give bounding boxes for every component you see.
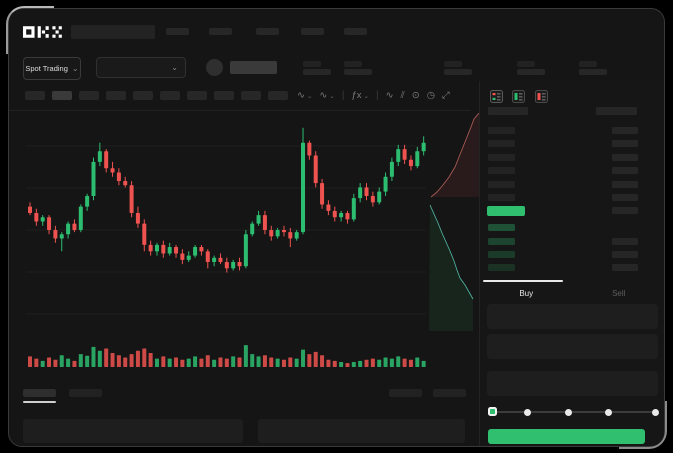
filter-placeholder[interactable] [433, 389, 466, 397]
camera-icon[interactable]: ⊙ [411, 90, 420, 101]
toolbar-divider [9, 110, 471, 111]
orderbook-ask-row[interactable] [488, 167, 515, 175]
market-mode-selector[interactable]: Spot Trading ⌄ [23, 57, 81, 80]
timeframe-button[interactable] [187, 91, 207, 100]
nav-item-placeholder[interactable] [209, 28, 232, 35]
compare-icon[interactable]: ∿ ⌄ [319, 90, 335, 101]
orderbook-ask-row[interactable] [488, 180, 515, 188]
buy-submit-button[interactable] [488, 429, 645, 444]
orderbook-ask-amount[interactable] [612, 180, 638, 188]
orderbook-bid-amount[interactable] [612, 238, 638, 245]
orders-list-placeholder [23, 419, 243, 443]
timeframe-button[interactable] [106, 91, 126, 100]
stat-value-placeholder [579, 69, 607, 75]
pair-name-placeholder [230, 61, 277, 74]
stat-label-placeholder [517, 61, 535, 67]
orderbook-asks-icon[interactable] [535, 90, 548, 103]
history-tab[interactable] [69, 389, 102, 397]
timeframe-button[interactable] [268, 91, 288, 100]
okx-logo[interactable] [23, 25, 65, 39]
orderbook-combined-icon[interactable] [490, 90, 503, 103]
chart-tools: ∿ ⌄ ∿ ⌄ | ƒx ⌄ | ∿ ⫽ ⊙ ◷ ⤢ [297, 89, 450, 102]
orderbook-ask-amount[interactable] [612, 153, 638, 161]
pair-coin-icon [206, 59, 223, 76]
timeframe-button[interactable] [79, 91, 99, 100]
active-tab-indicator [483, 280, 563, 282]
orderbook-bid-row[interactable] [488, 238, 515, 245]
nav-item-placeholder[interactable] [344, 28, 367, 35]
stat-value-placeholder [344, 69, 372, 75]
toolbar-separator: | [341, 90, 345, 101]
timeframe-button[interactable] [214, 91, 234, 100]
orderbook-amount-header [596, 107, 637, 115]
candlestick-chart[interactable] [26, 113, 426, 369]
timeframe-button[interactable] [25, 91, 45, 100]
orderbook-ask-row[interactable] [488, 140, 515, 148]
nav-item-placeholder[interactable] [256, 28, 279, 35]
slider-track[interactable] [492, 411, 655, 413]
slider-step[interactable] [524, 408, 531, 416]
orders-tab[interactable] [23, 389, 56, 397]
orders-list-placeholder [258, 419, 465, 443]
order-amount-field[interactable] [487, 334, 658, 359]
orderbook-ask-amount[interactable] [612, 140, 638, 148]
indicators-icon[interactable]: ƒx ⌄ [351, 90, 369, 101]
tab-buy[interactable]: Buy [480, 280, 573, 305]
trade-sidebar: Buy Sell [479, 81, 664, 446]
timeframe-button[interactable] [241, 91, 261, 100]
slider-step[interactable] [652, 408, 659, 416]
orderbook-amount [612, 207, 638, 214]
slider-step[interactable] [605, 408, 612, 416]
orderbook-ask-amount[interactable] [612, 167, 638, 175]
orderbook-ask-row[interactable] [488, 127, 515, 134]
active-tab-underline [23, 401, 56, 403]
stat-label-placeholder [344, 61, 362, 67]
orderbook-bid-row[interactable] [488, 251, 515, 258]
fullscreen-icon[interactable]: ⤢ [442, 90, 450, 101]
orderbook-bid-amount[interactable] [612, 251, 638, 258]
orderbook-ask-row[interactable] [488, 153, 515, 161]
timer-icon[interactable]: ◷ [426, 90, 436, 101]
trade-tabs: Buy Sell [480, 280, 664, 305]
stat-label-placeholder [444, 61, 462, 67]
orderbook-bid-row[interactable] [488, 264, 515, 271]
orderbook-ask-row[interactable] [488, 194, 515, 201]
stat-value-placeholder [303, 69, 331, 75]
slider-step[interactable] [565, 408, 572, 416]
app-window: Spot Trading ⌄ ⌄ ∿ ⌄ ∿ ⌄ | ƒx ⌄ | ∿ ⫽ ⊙ ◷ ⤢ [8, 8, 665, 447]
orderbook-bid-row[interactable] [488, 224, 515, 231]
timeframe-button[interactable] [52, 91, 72, 100]
search-placeholder[interactable] [71, 25, 155, 39]
stat-label-placeholder [579, 61, 597, 67]
market-mode-label: Spot Trading [25, 64, 68, 73]
pair-selector[interactable]: ⌄ [96, 57, 186, 78]
order-price-field[interactable] [487, 304, 658, 329]
slider-handle[interactable] [488, 407, 497, 416]
depth-chart [429, 113, 479, 331]
stat-value-placeholder [444, 69, 472, 75]
orderbook-price-header [488, 107, 528, 115]
nav-item-placeholder[interactable] [301, 28, 324, 35]
filter-placeholder[interactable] [389, 389, 422, 397]
orderbook-ask-amount[interactable] [612, 194, 638, 201]
timeframe-button[interactable] [133, 91, 153, 100]
tab-sell[interactable]: Sell [612, 288, 626, 298]
timeframe-button[interactable] [160, 91, 180, 100]
orderbook-bid-amount[interactable] [612, 264, 638, 271]
stat-label-placeholder [303, 61, 321, 67]
drawing-tools-icon[interactable]: ⫽ [400, 90, 405, 101]
orderbook-bids-icon[interactable] [512, 90, 525, 103]
order-total-field[interactable] [487, 371, 658, 396]
orderbook-ask-amount[interactable] [612, 127, 638, 134]
last-price-badge [487, 206, 525, 216]
nav-item-placeholder[interactable] [166, 28, 189, 35]
toolbar-separator: | [375, 90, 379, 101]
chart-style-icon[interactable]: ∿ ⌄ [297, 90, 313, 101]
stat-value-placeholder [517, 69, 545, 75]
trendline-icon[interactable]: ∿ [385, 90, 394, 101]
